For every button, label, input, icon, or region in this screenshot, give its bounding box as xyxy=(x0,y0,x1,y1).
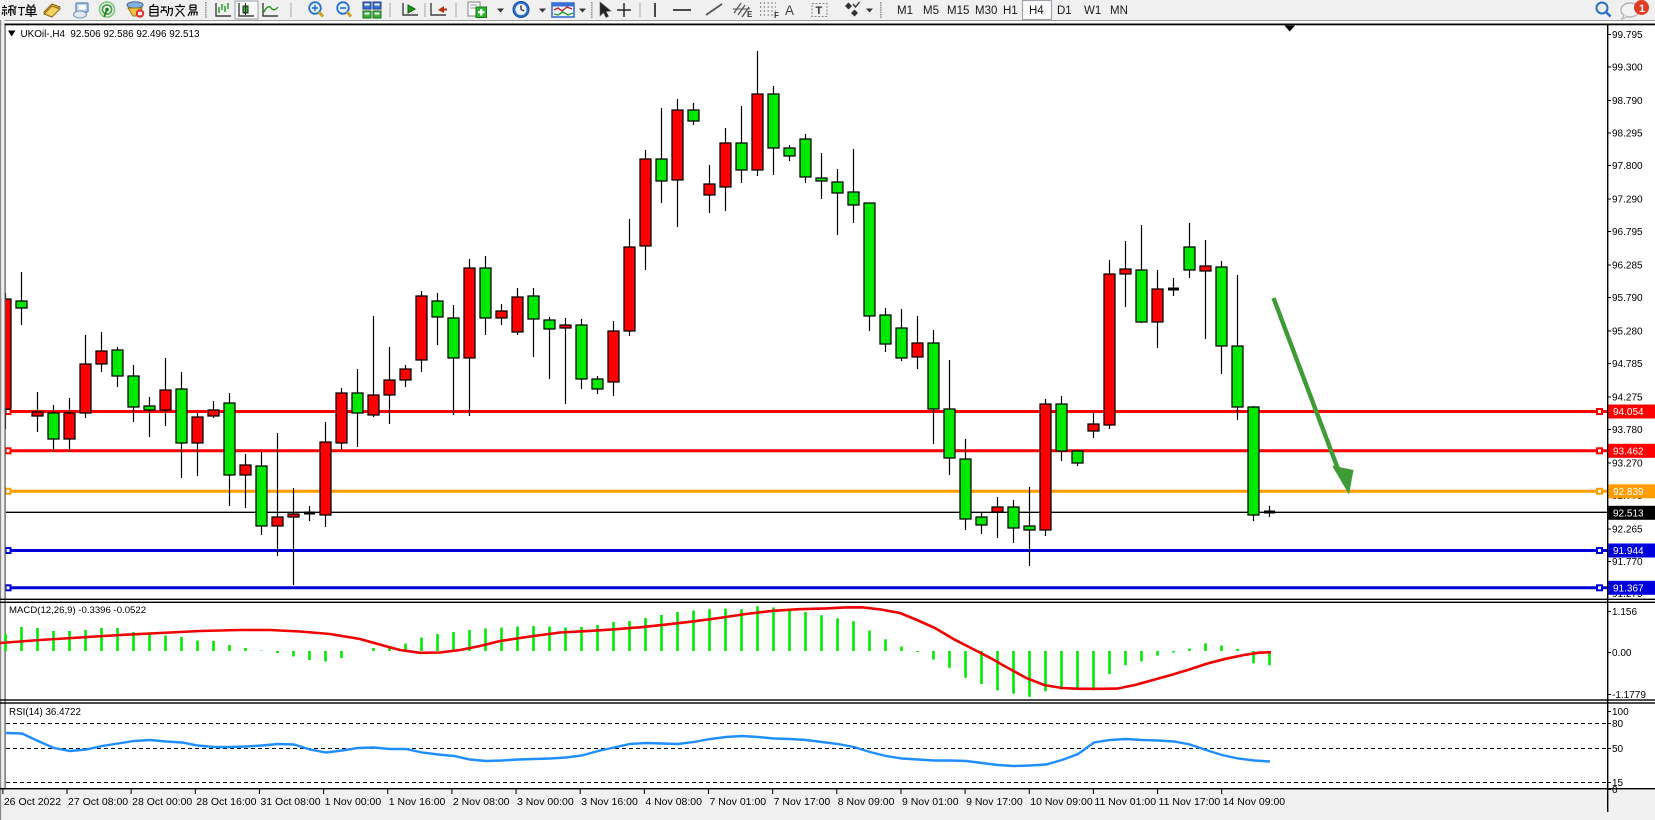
svg-text:98.295: 98.295 xyxy=(1612,129,1643,140)
svg-text:80: 80 xyxy=(1612,719,1624,730)
svg-text:91.367: 91.367 xyxy=(1613,583,1644,594)
svg-text:96.285: 96.285 xyxy=(1612,261,1643,272)
svg-text:UKOil-,H4 92.506 92.586 92.49: UKOil-,H4 92.506 92.586 92.496 92.513 xyxy=(21,29,200,40)
svg-text:100: 100 xyxy=(1612,707,1629,718)
svg-text:1 Nov 16:00: 1 Nov 16:00 xyxy=(389,796,446,808)
svg-text:28 Oct 16:00: 28 Oct 16:00 xyxy=(196,796,256,808)
svg-text:E: E xyxy=(747,10,753,19)
svg-text:-1.1779: -1.1779 xyxy=(1612,690,1646,701)
svg-text:4 Nov 08:00: 4 Nov 08:00 xyxy=(645,796,702,808)
svg-text:M30: M30 xyxy=(975,5,997,17)
svg-text:92.265: 92.265 xyxy=(1612,525,1643,536)
svg-text:1.156: 1.156 xyxy=(1612,607,1637,618)
svg-text:8 Nov 09:00: 8 Nov 09:00 xyxy=(838,796,895,808)
svg-text:91.944: 91.944 xyxy=(1613,546,1644,557)
svg-text:26 Oct 2022: 26 Oct 2022 xyxy=(4,796,61,808)
svg-text:94.785: 94.785 xyxy=(1612,359,1643,370)
svg-text:15: 15 xyxy=(1612,778,1624,789)
svg-text:7 Nov 17:00: 7 Nov 17:00 xyxy=(774,796,831,808)
svg-text:9 Nov 01:00: 9 Nov 01:00 xyxy=(902,796,959,808)
svg-text:T: T xyxy=(816,5,823,17)
svg-text:97.800: 97.800 xyxy=(1612,161,1643,172)
svg-text:3 Nov 16:00: 3 Nov 16:00 xyxy=(581,796,638,808)
svg-text:99.300: 99.300 xyxy=(1612,63,1643,74)
svg-text:M1: M1 xyxy=(897,5,913,17)
svg-text:92.513: 92.513 xyxy=(1613,508,1644,519)
svg-text:MN: MN xyxy=(1110,5,1128,17)
svg-text:RSI(14) 36.4722: RSI(14) 36.4722 xyxy=(9,707,81,718)
svg-text:11 Nov 01:00: 11 Nov 01:00 xyxy=(1094,796,1156,808)
svg-text:9 Nov 17:00: 9 Nov 17:00 xyxy=(966,796,1023,808)
svg-text:97.290: 97.290 xyxy=(1612,195,1643,206)
svg-text:H4: H4 xyxy=(1029,5,1044,17)
svg-text:10 Nov 09:00: 10 Nov 09:00 xyxy=(1030,796,1093,808)
svg-text:95.280: 95.280 xyxy=(1612,327,1643,338)
svg-text:0.00: 0.00 xyxy=(1612,648,1632,659)
svg-text:96.795: 96.795 xyxy=(1612,227,1643,238)
svg-text:93.462: 93.462 xyxy=(1613,446,1644,457)
svg-text:7 Nov 01:00: 7 Nov 01:00 xyxy=(710,796,767,808)
svg-text:1 Nov 00:00: 1 Nov 00:00 xyxy=(325,796,382,808)
svg-text:31 Oct 08:00: 31 Oct 08:00 xyxy=(260,796,320,808)
svg-text:0: 0 xyxy=(1612,785,1618,796)
svg-text:M15: M15 xyxy=(947,5,969,17)
svg-text:95.790: 95.790 xyxy=(1612,293,1643,304)
svg-text:F: F xyxy=(774,11,779,20)
svg-text:94.275: 94.275 xyxy=(1612,393,1643,404)
svg-text:2 Nov 08:00: 2 Nov 08:00 xyxy=(453,796,510,808)
svg-text:14 Nov 09:00: 14 Nov 09:00 xyxy=(1223,796,1286,808)
svg-text:98.790: 98.790 xyxy=(1612,96,1643,107)
svg-text:3 Nov 00:00: 3 Nov 00:00 xyxy=(517,796,574,808)
svg-text:A: A xyxy=(785,3,794,18)
svg-text:H1: H1 xyxy=(1003,5,1018,17)
svg-text:27 Oct 08:00: 27 Oct 08:00 xyxy=(68,796,128,808)
svg-text:MACD(12,26,9) -0.3396 -0.0522: MACD(12,26,9) -0.3396 -0.0522 xyxy=(9,605,146,616)
svg-text:99.795: 99.795 xyxy=(1612,30,1643,41)
svg-text:93.780: 93.780 xyxy=(1612,425,1643,436)
svg-text:W1: W1 xyxy=(1084,5,1101,17)
svg-text:94.054: 94.054 xyxy=(1613,407,1644,418)
svg-text:11 Nov 17:00: 11 Nov 17:00 xyxy=(1159,796,1221,808)
svg-text:M5: M5 xyxy=(923,5,939,17)
svg-text:28 Oct 00:00: 28 Oct 00:00 xyxy=(132,796,192,808)
svg-text:D1: D1 xyxy=(1057,5,1072,17)
svg-text:91.770: 91.770 xyxy=(1612,557,1643,568)
svg-text:50: 50 xyxy=(1612,744,1624,755)
svg-text:92.839: 92.839 xyxy=(1613,487,1644,498)
svg-text:93.270: 93.270 xyxy=(1612,459,1643,470)
svg-text:1: 1 xyxy=(1639,3,1645,15)
